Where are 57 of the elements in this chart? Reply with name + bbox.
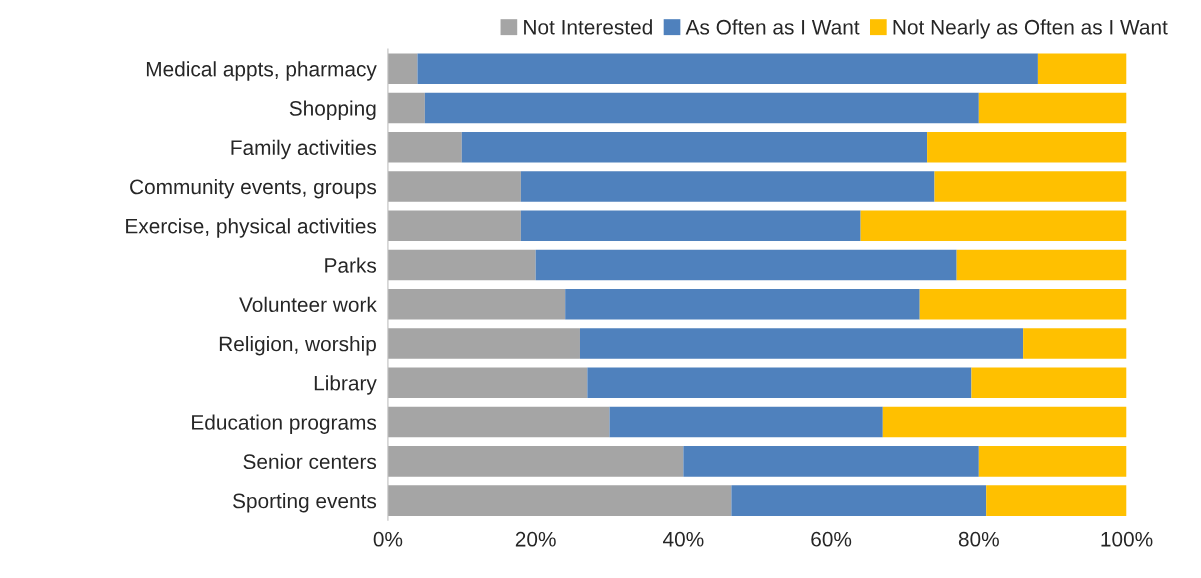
bar [579, 328, 1024, 359]
bar [1037, 53, 1127, 85]
x-tick-label: 80% [958, 531, 999, 547]
bar [387, 92, 425, 124]
bar [860, 210, 1127, 242]
bar [387, 485, 732, 516]
bar [882, 406, 1127, 438]
bar [387, 406, 610, 438]
x-tick-label: 60% [811, 531, 852, 547]
y-tick-label: Religion, worship [219, 336, 376, 356]
bar [934, 171, 1127, 202]
y-tick-label: Library [314, 375, 377, 395]
x-tick-label: 100% [1101, 531, 1153, 547]
legend-label: As Often as I Want [685, 19, 860, 35]
y-tick-label: Exercise, physical activities [126, 218, 377, 238]
bar [587, 367, 972, 399]
bar [978, 446, 1127, 477]
y-tick-label: Community events, groups [130, 178, 377, 199]
legend-label: Not Interested [524, 19, 652, 35]
bar [919, 288, 1127, 320]
y-tick-label: Education programs [192, 414, 377, 434]
bar [565, 288, 920, 320]
bar [986, 485, 1127, 516]
y-tick-label: Shopping [289, 100, 376, 120]
y-tick-label: Senior centers [243, 453, 377, 470]
bar [387, 328, 580, 359]
bar [956, 249, 1127, 281]
bar [1023, 328, 1127, 359]
bar [417, 53, 1038, 85]
bar [683, 446, 979, 477]
x-tick-label: 20% [515, 531, 556, 547]
bar [387, 249, 536, 281]
y-tick-label: Family activities [231, 139, 377, 160]
bar [387, 53, 418, 85]
y-tick-label: Volunteer work [239, 296, 377, 313]
bar [609, 406, 883, 438]
bar [387, 210, 521, 242]
bar [387, 367, 588, 399]
bar [927, 131, 1127, 163]
bar [971, 367, 1127, 399]
bar [535, 249, 957, 281]
x-tick-label: 40% [663, 531, 704, 547]
bar [978, 92, 1127, 124]
bar [520, 171, 935, 202]
bar [387, 131, 462, 163]
y-tick-label: Sporting events [233, 493, 377, 513]
legend-label: Not Nearly as Often as I Want [893, 19, 1168, 39]
bar [387, 446, 684, 477]
y-tick-label: Medical appts, pharmacy [146, 61, 377, 81]
bar [387, 288, 566, 320]
y-tick-label: Parks [325, 257, 377, 273]
bar [731, 485, 987, 516]
bar [387, 171, 521, 202]
bar [461, 131, 928, 163]
bar [424, 92, 979, 124]
x-tick-label: 0% [373, 531, 403, 547]
bar [520, 210, 861, 242]
